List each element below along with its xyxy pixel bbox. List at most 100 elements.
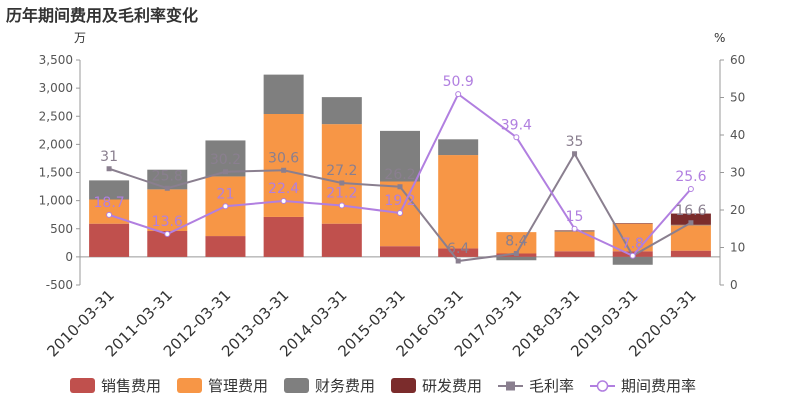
right-axis-unit: % (714, 31, 725, 45)
bar-segment (263, 216, 304, 257)
line-point (571, 225, 578, 232)
bar-segment (380, 130, 420, 182)
bar-segment (263, 74, 304, 114)
legend-swatch (177, 378, 202, 393)
data-label: 27.2 (326, 163, 357, 179)
right-tick-label: 40 (730, 128, 745, 142)
left-tick-label: 500 (50, 222, 73, 236)
line-point (339, 180, 345, 186)
legend-marker (506, 381, 515, 391)
bar-segment (612, 256, 653, 265)
line-point (222, 169, 228, 175)
bar-segment (438, 248, 479, 257)
data-label: 25.8 (152, 168, 183, 184)
left-tick-label: 2,000 (39, 137, 73, 151)
left-tick-label: 3,000 (39, 81, 73, 95)
data-label: 35 (566, 134, 584, 150)
bar-segment (554, 231, 595, 252)
right-tick-label: 20 (730, 203, 745, 217)
data-label: 30.6 (268, 150, 299, 166)
bar-segment (438, 139, 479, 156)
left-tick-label: 2,500 (39, 109, 73, 123)
bar-segment (321, 97, 362, 125)
legend-label: 研发费用 (422, 377, 482, 395)
data-label: 39.4 (501, 117, 532, 133)
data-labels: 31 25.8 30.2 30.6 27.2 26.2 6.4 8.4 35 7.8 16.6 18.… (94, 74, 707, 257)
data-label: 6.4 (447, 241, 469, 257)
legend-label: 毛利率 (529, 377, 574, 395)
bar-segment (670, 225, 711, 251)
legend-swatch (284, 378, 309, 393)
data-label: 7.8 (622, 236, 644, 252)
data-label: 8.4 (505, 234, 527, 250)
left-tick-label: 0 (65, 250, 73, 264)
line-point (455, 258, 461, 264)
data-label: 15 (566, 209, 584, 225)
data-label: 16.6 (675, 203, 706, 219)
line-point (397, 210, 403, 216)
legend-label: 期间费用率 (621, 377, 696, 395)
bar-segment (554, 251, 595, 257)
data-label: 7.8 (622, 236, 644, 252)
data-label: 26.2 (384, 167, 415, 183)
data-label: 22.4 (268, 181, 299, 197)
lines (106, 91, 694, 264)
bar-segment (89, 180, 130, 200)
line-point (572, 151, 578, 157)
left-tick-label: 1,000 (39, 194, 73, 208)
data-label: 31 (100, 149, 118, 165)
line-point (513, 134, 520, 141)
line-point (397, 184, 403, 190)
line-point (338, 202, 345, 209)
bar-segment (205, 236, 246, 257)
line-point (222, 203, 229, 210)
data-label: 18.7 (94, 195, 125, 211)
right-tick-label: 0 (730, 278, 738, 292)
line-point (106, 166, 112, 172)
data-label: 30.2 (210, 152, 241, 168)
legend-label: 销售费用 (101, 377, 161, 395)
bar-segment (380, 246, 420, 257)
bar-segment (670, 250, 711, 257)
right-tick-label: 60 (730, 53, 745, 67)
right-tick-label: 30 (730, 166, 745, 180)
legend-swatch (70, 378, 95, 393)
left-axis-unit: 万 (74, 31, 86, 45)
line-point (281, 167, 287, 173)
bar-segment (147, 189, 188, 231)
bar-segment (612, 223, 653, 252)
bar-segment (438, 155, 479, 249)
data-label: 50.9 (443, 74, 474, 90)
line-point (687, 186, 694, 192)
data-label: 21 (217, 186, 235, 202)
line-point (513, 251, 519, 256)
bars (89, 74, 711, 265)
line-point (688, 220, 694, 226)
right-tick-label: 50 (730, 91, 745, 105)
legend-swatch (391, 378, 416, 393)
line-point (280, 198, 287, 204)
legend-label: 财务费用 (315, 377, 375, 395)
bar-segment (612, 223, 653, 224)
right-tick-label: 10 (730, 241, 745, 255)
bar-segment (670, 213, 711, 225)
line-point (629, 252, 636, 259)
left-tick-label: -500 (46, 278, 73, 292)
line-point (106, 211, 113, 218)
left-tick-label: 3,500 (39, 53, 73, 67)
data-label: 19.2 (384, 193, 415, 209)
line-point (164, 185, 170, 191)
bar-segment (321, 223, 362, 257)
bar-segment (89, 223, 130, 257)
legend-marker (596, 380, 609, 392)
line-point (455, 91, 462, 98)
data-label: 13.6 (152, 214, 183, 230)
legend: 销售费用 管理费用 财务费用 研发费用 毛利率 期间费用率 (70, 377, 696, 395)
chart-title: 历年期间费用及毛利率变化 (6, 6, 199, 25)
left-tick-label: 1,500 (39, 166, 73, 180)
bar-segment (496, 256, 537, 261)
legend-label: 管理费用 (208, 377, 268, 395)
line-point (164, 231, 171, 237)
